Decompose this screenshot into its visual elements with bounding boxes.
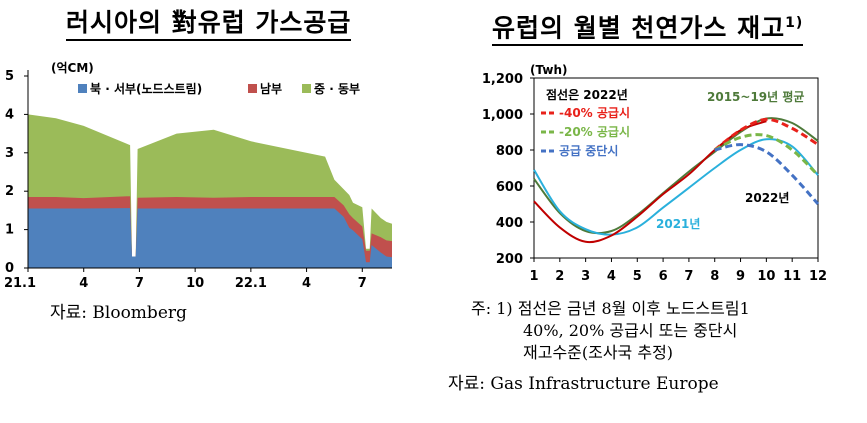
right-x-tick-label: 4 bbox=[607, 269, 616, 284]
title-footnote-marker: 1) bbox=[785, 15, 804, 31]
left-chart-title: 러시아의 對유럽 가스공급 bbox=[66, 8, 352, 41]
area-series-1 bbox=[28, 208, 392, 268]
right-y-tick-label: 200 bbox=[496, 252, 523, 267]
line-series-1 bbox=[533, 117, 819, 235]
legend-label: 공급 중단시 bbox=[559, 143, 618, 158]
right-x-tick-label: 6 bbox=[659, 269, 668, 284]
right-x-tick-label: 7 bbox=[684, 269, 693, 284]
right-x-tick-label: 10 bbox=[757, 269, 775, 284]
series-2022-label: 2022년 bbox=[745, 191, 789, 205]
legend-label: 중 · 동부 bbox=[314, 82, 360, 96]
line-series-6 bbox=[714, 143, 820, 206]
line-series-2 bbox=[533, 138, 819, 236]
footnote-line-2: 40%, 20% 공급시 또는 중단시 bbox=[523, 321, 738, 340]
right-chart-title: 유럽의 월별 천연가스 재고1) bbox=[492, 8, 804, 47]
right-x-tick-label: 3 bbox=[581, 269, 590, 284]
footnote-line-3: 재고수준(조사국 추정) bbox=[523, 343, 674, 362]
left-x-tick-label: 4 bbox=[79, 276, 88, 291]
legend-title: 점선은 2022년 bbox=[546, 87, 628, 102]
right-x-tick-label: 5 bbox=[633, 269, 642, 284]
right-x-tick-label: 1 bbox=[529, 269, 538, 284]
left-source: 자료: Bloomberg bbox=[50, 303, 187, 323]
legend-label: 남부 bbox=[260, 81, 282, 96]
left-unit-label: (억CM) bbox=[51, 61, 94, 75]
footnote-line-1: 주: 1) 점선은 금년 8월 이후 노드스트림1 bbox=[471, 299, 750, 318]
right-y-tick-label: 1,200 bbox=[482, 72, 523, 87]
right-plot-frame bbox=[533, 77, 819, 259]
left-y-tick-label: 1 bbox=[5, 223, 14, 238]
legend-swatch bbox=[248, 84, 257, 93]
legend-label: -40% 공급시 bbox=[559, 106, 630, 120]
footnote: 주: 1) 점선은 금년 8월 이후 노드스트림1 40%, 20% 공급시 또… bbox=[471, 298, 750, 364]
series-2021-label: 2021년 bbox=[656, 217, 700, 231]
right-x-tick-label: 8 bbox=[710, 269, 719, 284]
right-y-tick-label: 1,000 bbox=[482, 108, 523, 123]
right-y-tick-label: 600 bbox=[496, 180, 523, 195]
legend-swatch bbox=[78, 84, 87, 93]
right-y-tick-label: 400 bbox=[496, 216, 523, 231]
right-x-tick-label: 12 bbox=[809, 269, 827, 284]
left-y-tick-label: 0 bbox=[5, 261, 14, 276]
right-unit-label: (Twh) bbox=[530, 63, 567, 77]
legend-label: 북 · 서부(노드스트림) bbox=[90, 81, 202, 96]
left-x-tick-label: 21.1 bbox=[4, 276, 36, 291]
left-stacked-area-chart: 0 1 2 3 4 5 (억CM) 21.1 4 7 10 22.1 4 7 북 · 서부(노드스트림) 남부… bbox=[4, 61, 392, 291]
right-x-tick-label: 9 bbox=[736, 269, 745, 284]
left-x-tick-label: 10 bbox=[186, 276, 204, 291]
left-x-tick-label: 7 bbox=[358, 276, 367, 291]
avg-series-label: 2015~19년 평균 bbox=[707, 90, 804, 104]
right-x-tick-label: 11 bbox=[783, 269, 801, 284]
left-y-tick-label: 2 bbox=[5, 184, 14, 199]
left-x-tick-label: 22.1 bbox=[235, 276, 267, 291]
right-x-tick-label: 2 bbox=[555, 269, 564, 284]
left-y-tick-label: 3 bbox=[5, 146, 14, 161]
left-y-tick-label: 5 bbox=[5, 69, 14, 84]
legend-swatch bbox=[302, 84, 311, 93]
left-x-tick-label: 4 bbox=[302, 276, 311, 291]
left-y-tick-label: 4 bbox=[5, 107, 14, 122]
left-x-tick-label: 7 bbox=[135, 276, 144, 291]
line-series-4 bbox=[713, 117, 819, 152]
legend-label: -20% 공급시 bbox=[559, 125, 630, 139]
right-source: 자료: Gas Infrastructure Europe bbox=[448, 374, 719, 394]
right-y-tick-label: 800 bbox=[496, 144, 523, 159]
